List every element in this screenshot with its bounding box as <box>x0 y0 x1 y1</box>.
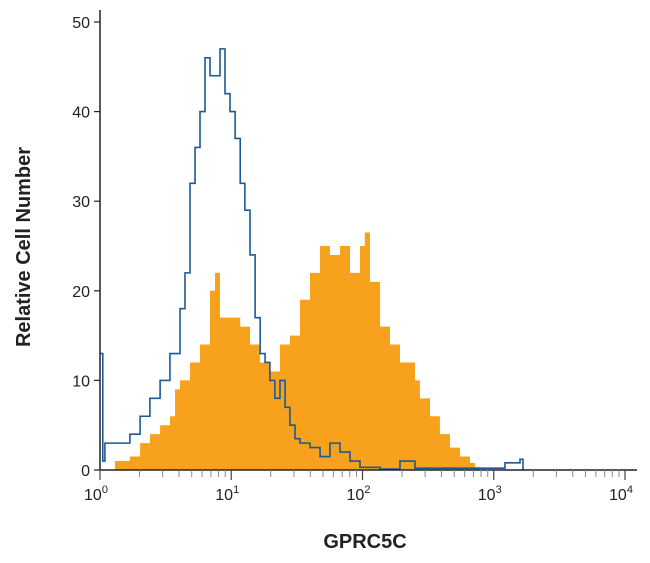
x-tick-label: 101 <box>215 484 239 504</box>
y-tick-label: 40 <box>72 105 90 122</box>
x-axis-title: GPRC5C <box>323 531 406 553</box>
y-tick-label: 20 <box>72 284 90 301</box>
axes: 0 10 20 30 40 50 100 101 102 103 104 <box>72 10 637 504</box>
y-tick-label: 30 <box>72 194 90 211</box>
y-tick-label: 50 <box>72 15 90 32</box>
y-axis-title: Relative Cell Number <box>13 147 35 347</box>
histogram-filled-series-0 <box>114 232 480 470</box>
x-tick-label: 103 <box>478 484 502 504</box>
histogram-outline-series-1 <box>100 48 524 470</box>
x-tick-label: 100 <box>84 484 108 504</box>
plot-area <box>100 48 524 470</box>
x-tick-label: 104 <box>609 484 633 504</box>
y-tick-label: 0 <box>81 463 90 480</box>
y-tick-label: 10 <box>72 373 90 390</box>
x-tick-label: 102 <box>347 484 371 504</box>
